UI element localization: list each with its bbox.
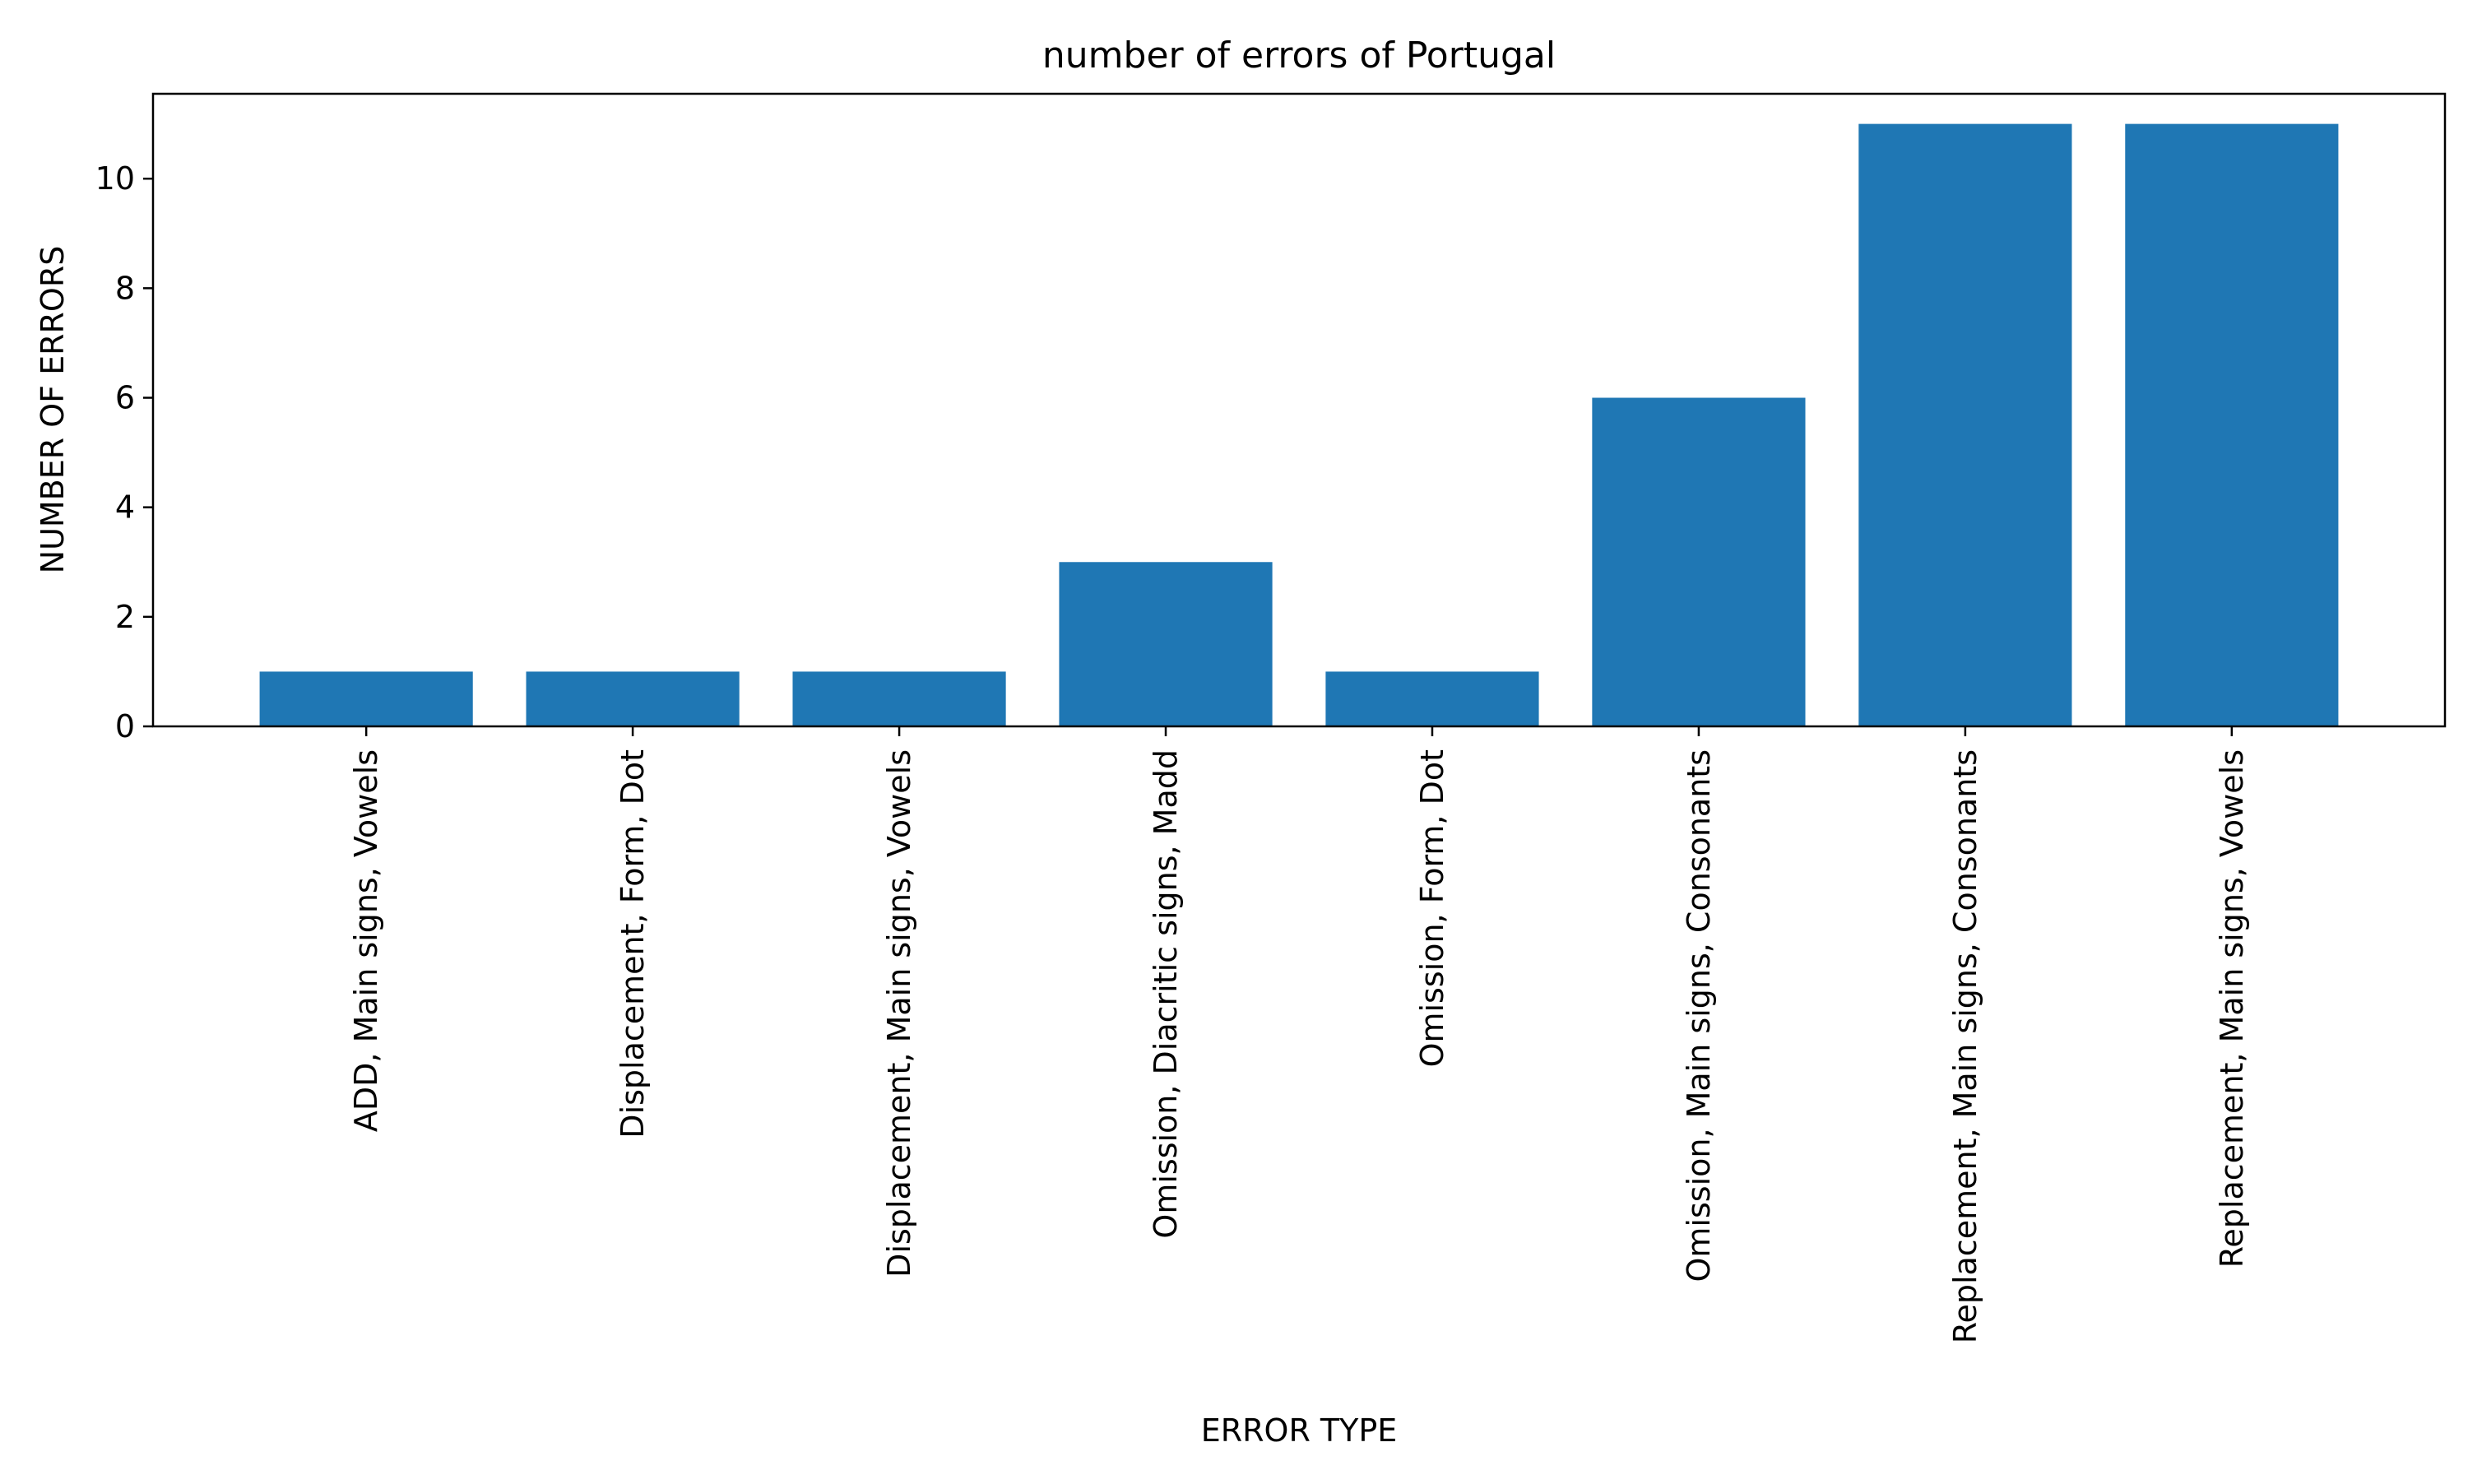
x-tick-label: ADD, Main signs, Vowels [348, 749, 384, 1132]
y-tick-label: 2 [115, 599, 135, 635]
y-tick-label: 4 [115, 489, 135, 526]
bar-7 [1858, 123, 2072, 727]
y-tick-label: 0 [115, 708, 135, 744]
bar-8 [2125, 123, 2339, 727]
bar-2 [526, 671, 740, 726]
bar-4 [1059, 562, 1273, 726]
y-axis-ticks: 0 2 4 6 8 10 [95, 160, 153, 744]
y-tick-label: 8 [115, 270, 135, 306]
y-axis-label: NUMBER OF ERRORS [35, 246, 71, 574]
x-tick-label: Replacement, Main signs, Vowels [2214, 749, 2250, 1268]
x-axis-label: ERROR TYPE [1201, 1412, 1398, 1449]
x-axis-ticks: ADD, Main signs, Vowels Displacement, For… [348, 726, 2250, 1343]
bar-3 [792, 671, 1006, 726]
x-tick-label: Displacement, Form, Dot [615, 749, 651, 1139]
bars-layer [259, 123, 2339, 727]
bar-1 [259, 671, 473, 726]
x-tick-label: Displacement, Main signs, Vowels [881, 749, 917, 1278]
plot-area-frame [151, 92, 2447, 728]
x-tick-label: Replacement, Main signs, Consonants [1947, 749, 1983, 1343]
bar-5 [1325, 671, 1539, 726]
bar-6 [1592, 397, 1806, 726]
x-tick-label: Omission, Form, Dot [1414, 749, 1450, 1067]
chart-title: number of errors of Portugal [1042, 35, 1556, 77]
y-tick-label: 10 [95, 160, 135, 197]
y-tick-label: 6 [115, 380, 135, 416]
x-tick-label: Omission, Diacritic signs, Madd [1148, 749, 1184, 1239]
x-tick-label: Omission, Main signs, Consonants [1681, 749, 1717, 1282]
